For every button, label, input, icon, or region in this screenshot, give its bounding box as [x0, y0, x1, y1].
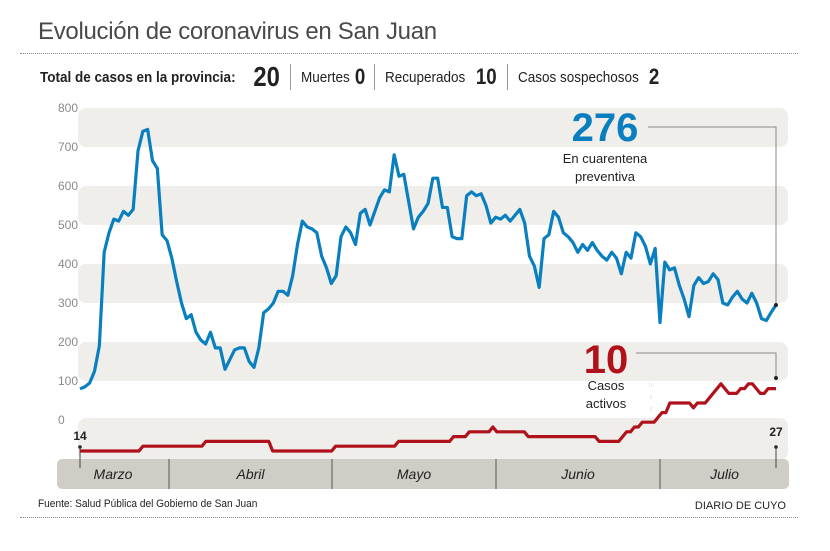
stat-deaths-value: 0	[354, 64, 365, 89]
month-label: Abril	[235, 466, 265, 482]
x-axis-band	[57, 459, 789, 489]
stat-deaths-label: Muertes	[301, 68, 351, 86]
month-label: Julio	[709, 466, 739, 482]
quarantine-value: 276	[572, 106, 639, 150]
stat-total: Total de casos en la provincia: 20	[40, 61, 282, 93]
grid-band	[78, 342, 788, 381]
quarantine-leader-line	[648, 126, 777, 305]
active-label: activos	[586, 396, 627, 411]
grid-band	[78, 186, 788, 225]
grid-band	[78, 264, 788, 303]
header-divider	[20, 53, 798, 54]
month-label: Junio	[560, 466, 595, 482]
y-tick-label: 300	[58, 296, 78, 310]
quarantine-label: En cuarentena	[563, 151, 648, 166]
quarantine-label: preventiva	[575, 169, 636, 184]
start-day-label: 14	[73, 429, 87, 443]
stat-total-value: 20	[253, 61, 281, 92]
y-tick-label: 800	[58, 101, 78, 115]
brand-label: DIARIO DE CUYO	[694, 500, 786, 512]
active-band	[78, 418, 788, 460]
end-day-label: 27	[769, 425, 783, 439]
stat-recovered-label: Recuperados	[384, 68, 466, 86]
stat-suspected-label: Casos sospechosos	[517, 68, 639, 86]
secondary-tick-label: 8	[650, 395, 653, 401]
stat-separator	[373, 64, 375, 90]
y-tick-label: 100	[58, 374, 78, 388]
y-tick-label: 500	[58, 218, 78, 232]
source-note: Fuente: Salud Pública del Gobierno de Sa…	[38, 498, 258, 510]
stat-recovered: Recuperados 10	[385, 64, 499, 90]
quarantine-line	[79, 127, 778, 391]
chart-title: Evolución de coronavirus en San Juan	[38, 18, 437, 45]
y-tick-label: 700	[58, 140, 78, 154]
stats-bar: Total de casos en la provincia: 20 Muert…	[40, 61, 661, 93]
month-label: Mayo	[397, 466, 431, 482]
active-end-dot	[774, 376, 778, 380]
stat-suspected: Casos sospechosos 2	[518, 64, 661, 90]
active-value: 10	[584, 338, 629, 382]
secondary-tick-label: 10	[648, 383, 654, 389]
active-cases-line	[80, 382, 776, 453]
stat-suspected-value: 2	[648, 64, 660, 89]
active-leader-line	[636, 352, 777, 378]
y-tick-label: 600	[58, 179, 78, 193]
grid-band	[78, 108, 788, 147]
stat-recovered-value: 10	[475, 64, 497, 89]
y-tick-label: 200	[58, 335, 78, 349]
stat-separator	[506, 64, 508, 90]
stat-separator	[290, 64, 292, 90]
stat-total-label: Total de casos en la provincia:	[40, 68, 236, 86]
footer-divider	[20, 517, 798, 518]
y-tick-label: 400	[58, 257, 78, 271]
y-tick-label: 0	[58, 413, 65, 427]
secondary-tick-label: 6	[650, 407, 653, 413]
stat-deaths: Muertes 0	[301, 64, 365, 90]
active-label: Casos	[588, 378, 625, 393]
month-label: Marzo	[94, 466, 133, 482]
quarantine-end-dot	[774, 302, 778, 307]
